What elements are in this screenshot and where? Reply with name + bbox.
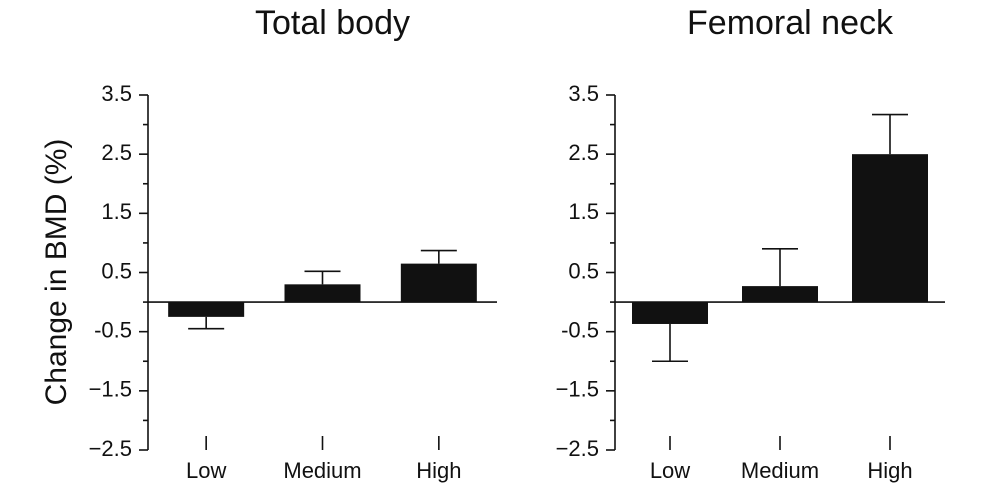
bar [852,154,928,303]
y-tick-label: -0.5 [561,317,599,342]
x-tick-label: Medium [741,458,819,483]
y-tick-label: 1.5 [101,199,132,224]
y-tick-label: 2.5 [101,140,132,165]
y-tick-label: −2.5 [89,436,132,461]
bar [284,284,361,303]
bar [632,302,708,324]
bar [168,302,245,317]
y-tick-label: −1.5 [89,377,132,402]
bar [742,286,818,303]
x-tick-label: Medium [283,458,361,483]
chart-title: Femoral neck [687,4,894,42]
y-tick-label: 2.5 [568,140,599,165]
x-tick-label: Low [186,458,226,483]
y-tick-label: 3.5 [568,81,599,106]
x-tick-label: High [416,458,461,483]
y-axis-label: Change in BMD (%) [40,139,73,406]
bar [400,263,477,303]
y-tick-label: 3.5 [101,81,132,106]
y-tick-label: -0.5 [94,317,132,342]
chart-title: Total body [255,4,410,42]
x-tick-label: High [867,458,912,483]
y-tick-label: −2.5 [556,436,599,461]
y-tick-label: 1.5 [568,199,599,224]
y-tick-label: 0.5 [568,258,599,283]
x-tick-label: Low [650,458,690,483]
y-tick-label: −1.5 [556,377,599,402]
y-tick-label: 0.5 [101,258,132,283]
